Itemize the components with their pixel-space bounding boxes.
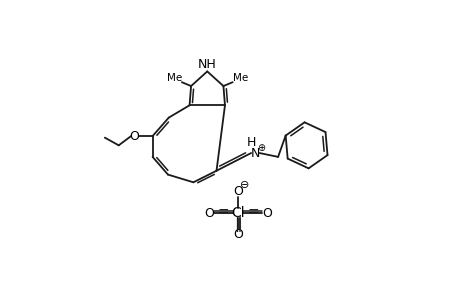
Text: NH: NH — [197, 58, 216, 71]
Text: O: O — [233, 228, 242, 241]
Text: O: O — [129, 130, 139, 142]
Text: O: O — [203, 207, 213, 220]
Text: O: O — [262, 207, 272, 220]
Text: Me: Me — [166, 73, 181, 83]
Text: =: = — [247, 206, 259, 220]
Text: O: O — [233, 185, 242, 198]
Text: Me: Me — [232, 73, 247, 83]
Text: N: N — [250, 146, 259, 160]
Text: ‖: ‖ — [234, 216, 241, 232]
Text: =: = — [217, 206, 229, 220]
Text: Cl: Cl — [231, 206, 244, 220]
Text: H: H — [246, 136, 256, 149]
Text: ⊕: ⊕ — [257, 143, 265, 153]
Text: ⊖: ⊖ — [239, 180, 248, 190]
